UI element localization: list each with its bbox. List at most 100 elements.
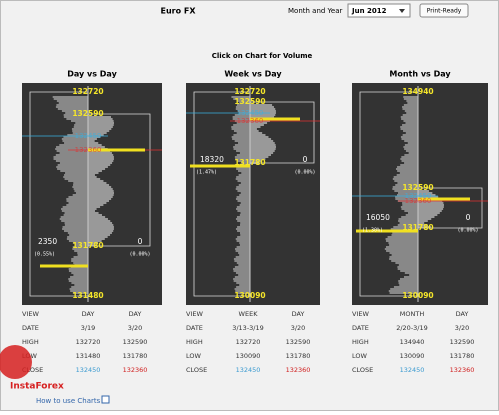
close-label: 132450 [75,132,102,140]
profile-bar [240,192,250,194]
profile-bar [66,198,88,200]
print-button-label[interactable]: Print-Ready [427,8,462,15]
profile-bar [233,146,250,148]
profile-bar [88,240,102,242]
profile-bar [237,180,250,182]
profile-bar [397,224,418,226]
profile-bar [88,188,113,190]
print-button[interactable] [419,3,469,18]
profile-bar [72,248,88,250]
profile-bar [88,146,105,148]
close-label: 132450 [405,192,432,200]
profile-bar [237,160,250,162]
profile-bar [88,180,104,182]
profile-bar [234,266,250,268]
profile-bar [88,132,107,134]
table-cell: DAY [129,310,142,318]
profile-bar [399,284,418,286]
title: Euro FX [160,7,196,16]
profile-bar [239,194,250,196]
profile-bar [406,100,418,102]
price-label: 134940 [402,87,433,96]
profile-bar [74,190,88,192]
close-label: 132360 [75,146,102,154]
profile-bar [250,104,273,106]
footer-link[interactable]: How to use Charts [36,397,101,405]
profile-bar [404,154,418,156]
profile-bar [397,182,418,184]
profile-bar [88,218,108,220]
profile-bar [64,222,88,224]
profile-bar [385,240,418,242]
profile-bar [250,124,264,126]
profile-bar [250,122,268,124]
profile-bar [55,160,88,162]
profile-bar [250,134,266,136]
profile-bar [72,132,88,134]
profile-bar [71,282,88,284]
profile-bar [61,110,88,112]
dropdown-arrow[interactable] [399,9,405,13]
profile-bar [418,192,433,194]
profile-bar [238,274,250,276]
profile-bar [68,240,88,242]
volume: 0 [138,237,143,246]
profile-bar [231,128,250,130]
profile-bar [63,214,88,216]
profile-bar [403,146,418,148]
table-cell: 3/20 [128,324,143,332]
profile-bar [64,230,88,232]
profile-bar [63,136,88,138]
profile-bar [71,272,88,274]
profile-bar [391,234,418,236]
profile-bar [57,164,88,166]
profile-bar [64,212,88,214]
profile-bar [233,124,250,126]
profile-bar [235,256,250,258]
profile-bar [400,164,418,166]
profile-bar [418,222,425,224]
profile-bar [402,108,418,110]
profile-bar [235,238,250,240]
profile-bar [64,224,88,226]
period-select[interactable] [347,3,411,18]
table-cell: 132590 [450,338,475,346]
profile-bar [393,226,418,228]
profile-bar [75,192,88,194]
profile-bar [237,190,250,192]
profile-bar [418,208,444,210]
profile-bar [74,250,88,252]
footer-icon[interactable] [101,395,110,404]
poc-bar [88,148,145,152]
profile-bar [72,292,88,294]
profile-bar [238,292,250,294]
profile-bar [236,246,250,248]
profile-bar [73,262,88,264]
table-cell: 132590 [123,338,148,346]
profile-bar [403,104,418,106]
price-label: 131480 [72,291,103,300]
profile-bar [88,232,112,234]
profile-bar [88,236,108,238]
profile-bar [88,238,105,240]
profile-bar [88,118,113,120]
profile-bar [250,160,263,162]
profile-bar [72,246,88,248]
profile-bar [73,184,88,186]
profile-bar [88,158,114,160]
profile-bar [418,226,431,228]
profile-bar [68,278,88,280]
poc-bar [190,164,250,168]
profile-bar [401,118,418,120]
profile-bar [88,136,101,138]
range-box [88,113,151,247]
profile-bar [88,122,114,124]
profile-bar [395,196,418,198]
profile-bar [240,224,250,226]
profile-bar [88,214,102,216]
profile-bar [235,106,250,108]
profile-bar [239,254,250,256]
profile-bar [233,280,250,282]
period-value[interactable]: Jun 2012 [351,7,387,15]
profile-bar [398,282,418,284]
